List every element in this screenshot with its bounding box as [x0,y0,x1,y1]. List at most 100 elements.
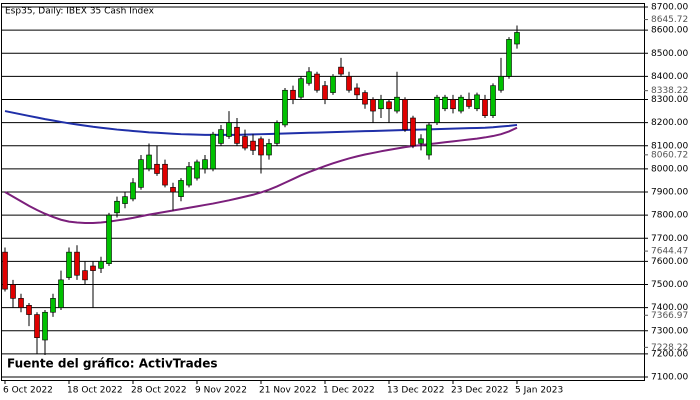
candle-body [450,99,456,110]
candle-body [418,138,424,144]
candle-body [82,270,88,281]
candle-body [338,66,344,75]
x-tick-label: 23 Dec 2022 [451,386,509,396]
y-tick-label: 8400.00 [651,72,688,82]
candle-body [114,200,120,214]
candle-body [322,85,328,100]
candle-body [42,311,48,341]
candle-body [10,284,16,299]
candle-body [74,251,80,276]
x-tick-label: 9 Nov 2022 [195,386,247,396]
y-tick-label: 7800.00 [651,211,688,221]
candle-body [2,251,8,290]
x-tick-label: 28 Oct 2022 [131,386,187,396]
candle-body [482,99,488,116]
x-tick-label: 13 Dec 2022 [387,386,445,396]
candle-body [66,251,72,278]
y-tick-label: 7100.00 [651,373,688,383]
candle-body [354,87,360,96]
y-tick-label: 7300.00 [651,326,688,336]
x-tick-label: 6 Oct 2022 [3,386,53,396]
candle-body [514,32,520,45]
candle-body [466,99,472,107]
candle-body [34,314,40,338]
price-level-label: 7366.97 [651,311,688,321]
candle-body [186,166,192,186]
candle-body [242,136,248,149]
candle-body [410,117,416,147]
x-tick-label: 21 Nov 2022 [259,386,317,396]
candle-body [122,196,128,204]
candle-body [490,85,496,116]
candle-body [442,96,448,110]
candle-body [498,76,504,91]
candle-body [146,154,152,170]
candle-body [138,159,144,188]
price-level-label: 8060.72 [651,150,688,160]
y-tick-label: 8700.00 [651,3,688,13]
annotation-bg [3,355,203,373]
y-tick-label: 7700.00 [651,234,688,244]
candle-body [218,129,224,144]
y-tick-label: 7500.00 [651,280,688,290]
candle-body [290,89,296,100]
candle-body [282,89,288,126]
candle-body [154,163,160,174]
chart-title: Esp35, Daily: IBEX 35 Cash Index [5,7,155,17]
candle-body [362,92,368,105]
candle-body [474,94,480,110]
candle-body [426,124,432,156]
candle-body [506,39,512,77]
y-tick-label: 8100.00 [651,141,688,151]
x-tick-label: 18 Oct 2022 [67,386,123,396]
y-tick-label: 8000.00 [651,164,688,174]
candle-body [202,159,208,170]
candle-body [458,96,464,112]
price-level-label: 8645.72 [651,15,688,25]
candle-body [274,122,280,144]
price-level-label: 8338.22 [651,86,688,96]
candle-body [258,138,264,156]
candle-body [90,265,96,271]
candle-body [194,161,200,179]
candle-body [170,187,176,193]
candle-body [314,73,320,91]
candle-body [50,298,56,313]
y-tick-label: 8300.00 [651,95,688,105]
candle-body [162,163,168,186]
candle-body [386,101,392,110]
y-tick-label: 7400.00 [651,303,688,313]
candle-body [130,182,136,200]
candle-body [234,126,240,144]
candle-body [250,140,256,151]
candle-body [58,279,64,308]
y-tick-label: 7600.00 [651,257,688,267]
candle-body [434,96,440,123]
candle-body [298,78,304,98]
candle-body [26,305,32,315]
y-tick-label: 8500.00 [651,49,688,59]
y-tick-label: 8600.00 [651,26,688,36]
y-tick-label: 8200.00 [651,118,688,128]
price-level-label: 7644.47 [651,247,688,257]
candle-body [370,99,376,112]
candle-body [18,298,24,308]
candle-body [330,76,336,93]
candle-body [306,71,312,84]
candle-body [394,96,400,112]
y-tick-label: 7900.00 [651,188,688,198]
candle-body [226,122,232,137]
candle-body [106,214,112,264]
candle-body [266,143,272,156]
candle-body [378,99,384,110]
candle-body [402,99,408,130]
candle-body [178,180,184,197]
y-tick-label: 7200.00 [651,349,688,359]
x-tick-label: 5 Jan 2023 [515,386,563,396]
candle-body [210,133,216,170]
x-tick-label: 1 Dec 2022 [323,386,375,396]
candle-body [346,76,352,91]
annotation: Fuente del gráfico: ActivTrades [7,357,218,371]
